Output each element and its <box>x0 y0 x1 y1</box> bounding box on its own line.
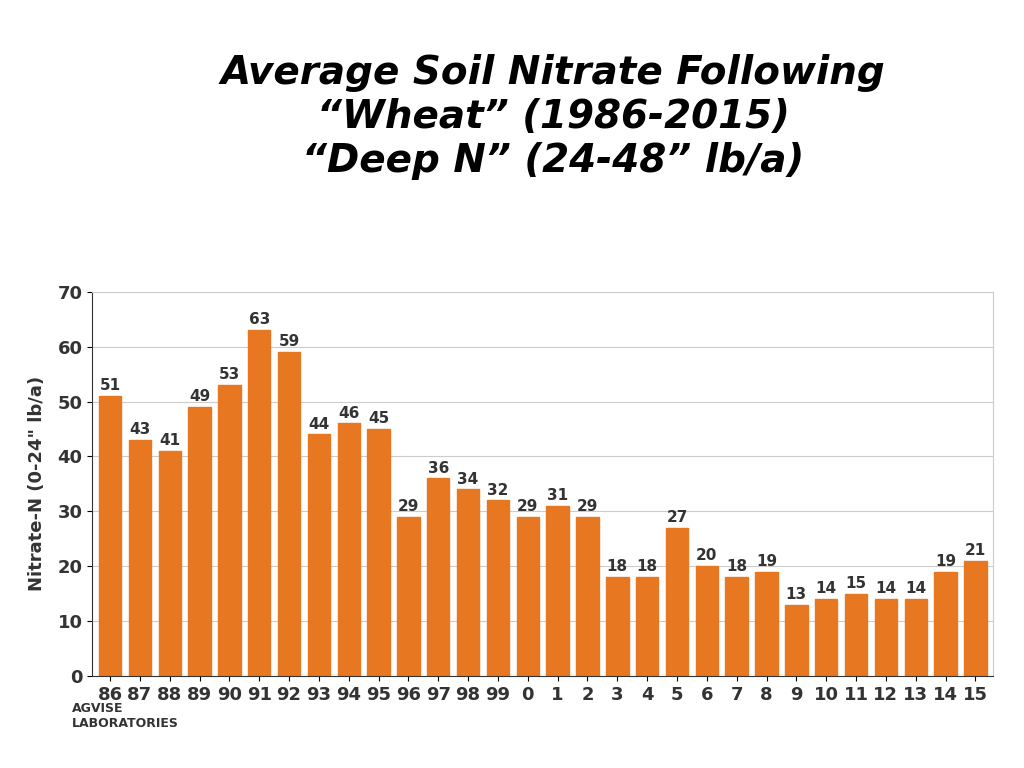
Bar <box>397 517 420 676</box>
Text: 29: 29 <box>577 499 598 514</box>
Text: 41: 41 <box>159 433 180 449</box>
Bar <box>308 435 330 676</box>
Text: 18: 18 <box>607 559 628 574</box>
Text: 53: 53 <box>219 367 240 382</box>
Bar <box>278 353 300 676</box>
Bar <box>457 489 479 676</box>
Text: Average Soil Nitrate Following
“Wheat” (1986-2015)
“Deep N” (24-48” lb/a): Average Soil Nitrate Following “Wheat” (… <box>220 54 886 180</box>
Bar <box>368 429 390 676</box>
Text: 32: 32 <box>487 482 509 498</box>
Bar <box>965 561 986 676</box>
Text: 59: 59 <box>279 334 300 349</box>
Bar <box>636 577 658 676</box>
Text: 46: 46 <box>338 406 359 421</box>
Bar <box>99 396 121 676</box>
Bar <box>785 604 808 676</box>
Bar <box>606 577 629 676</box>
Text: 14: 14 <box>905 581 927 596</box>
Text: AGVISE
LABORATORIES: AGVISE LABORATORIES <box>72 702 178 730</box>
Bar <box>934 571 956 676</box>
Bar <box>159 451 181 676</box>
Text: 45: 45 <box>368 411 389 426</box>
Bar <box>815 599 838 676</box>
Text: 18: 18 <box>637 559 657 574</box>
Text: 51: 51 <box>99 379 121 393</box>
Text: 34: 34 <box>458 472 479 487</box>
Text: 13: 13 <box>785 587 807 602</box>
Text: 20: 20 <box>696 548 718 564</box>
Bar <box>547 506 568 676</box>
Text: 49: 49 <box>189 389 210 404</box>
Text: 44: 44 <box>308 417 330 432</box>
Text: 14: 14 <box>816 581 837 596</box>
Bar <box>725 577 748 676</box>
Text: 36: 36 <box>428 461 449 475</box>
Bar <box>218 385 241 676</box>
Bar <box>577 517 599 676</box>
Text: 18: 18 <box>726 559 748 574</box>
Bar <box>517 517 539 676</box>
Text: 14: 14 <box>876 581 896 596</box>
Text: 31: 31 <box>547 488 568 503</box>
Text: 15: 15 <box>846 576 866 591</box>
Bar <box>695 566 718 676</box>
Bar <box>756 571 777 676</box>
Text: 21: 21 <box>965 543 986 558</box>
Bar <box>427 478 450 676</box>
Bar <box>338 423 360 676</box>
Text: 19: 19 <box>756 554 777 569</box>
Bar <box>904 599 927 676</box>
Text: 19: 19 <box>935 554 956 569</box>
Bar <box>666 528 688 676</box>
Text: 29: 29 <box>397 499 419 514</box>
Text: 43: 43 <box>129 422 151 437</box>
Text: 27: 27 <box>667 510 688 525</box>
Bar <box>248 330 270 676</box>
Text: 29: 29 <box>517 499 539 514</box>
Bar <box>129 440 152 676</box>
Bar <box>845 594 867 676</box>
Y-axis label: Nitrate-N (0-24" lb/a): Nitrate-N (0-24" lb/a) <box>29 376 46 591</box>
Text: 63: 63 <box>249 313 270 327</box>
Bar <box>874 599 897 676</box>
Bar <box>188 407 211 676</box>
Bar <box>486 500 509 676</box>
